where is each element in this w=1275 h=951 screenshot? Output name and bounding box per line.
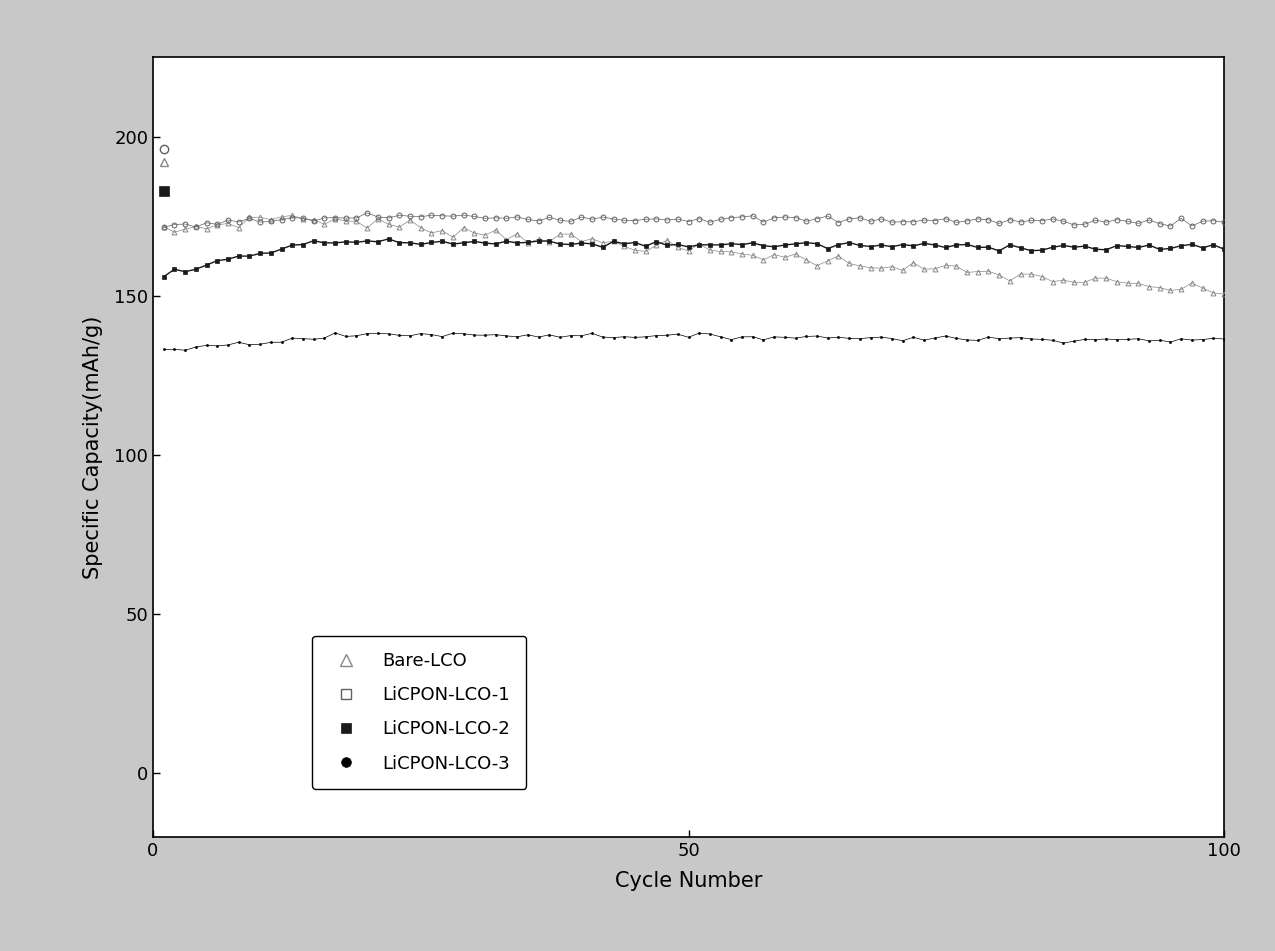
Bare-LCO: [713, 245, 728, 257]
Bare-LCO: [798, 254, 813, 265]
LiCPON-LCO-2: [413, 239, 428, 250]
LiCPON-LCO-2: [1216, 243, 1232, 255]
Bare-LCO: [1141, 281, 1156, 292]
LiCPON-LCO-1: [1141, 214, 1156, 225]
LiCPON-LCO-1: [1173, 213, 1188, 224]
Line: Bare-LCO: Bare-LCO: [161, 213, 1227, 297]
LiCPON-LCO-2: [798, 237, 813, 248]
LiCPON-LCO-1: [360, 207, 375, 219]
LiCPON-LCO-2: [1141, 240, 1156, 251]
Bare-LCO: [1173, 283, 1188, 295]
Bare-LCO: [370, 213, 385, 224]
Bare-LCO: [413, 222, 428, 233]
LiCPON-LCO-3: [1153, 335, 1168, 346]
LiCPON-LCO-1: [413, 211, 428, 223]
LiCPON-LCO-2: [1173, 240, 1188, 251]
LiCPON-LCO-2: [713, 239, 728, 250]
LiCPON-LCO-2: [381, 233, 397, 244]
LiCPON-LCO-1: [1216, 217, 1232, 228]
LiCPON-LCO-1: [798, 216, 813, 227]
Bare-LCO: [156, 221, 171, 232]
Bare-LCO: [284, 210, 300, 222]
Bare-LCO: [1216, 288, 1232, 300]
Line: LiCPON-LCO-3: LiCPON-LCO-3: [162, 331, 1227, 352]
LiCPON-LCO-3: [328, 327, 343, 339]
Legend: Bare-LCO, LiCPON-LCO-1, LiCPON-LCO-2, LiCPON-LCO-3: Bare-LCO, LiCPON-LCO-1, LiCPON-LCO-2, Li…: [312, 635, 527, 789]
LiCPON-LCO-1: [156, 222, 171, 233]
LiCPON-LCO-2: [360, 235, 375, 246]
LiCPON-LCO-3: [1216, 333, 1232, 344]
LiCPON-LCO-2: [156, 271, 171, 282]
X-axis label: Cycle Number: Cycle Number: [615, 871, 762, 891]
LiCPON-LCO-3: [810, 330, 825, 341]
Line: LiCPON-LCO-2: LiCPON-LCO-2: [161, 237, 1227, 280]
Y-axis label: Specific Capacity(mAh/g): Specific Capacity(mAh/g): [83, 316, 103, 578]
LiCPON-LCO-3: [156, 343, 171, 355]
LiCPON-LCO-3: [177, 344, 193, 356]
LiCPON-LCO-3: [381, 328, 397, 340]
Line: LiCPON-LCO-1: LiCPON-LCO-1: [161, 210, 1227, 230]
LiCPON-LCO-3: [724, 334, 740, 345]
LiCPON-LCO-3: [1184, 335, 1200, 346]
LiCPON-LCO-1: [713, 213, 728, 224]
LiCPON-LCO-1: [370, 211, 385, 223]
LiCPON-LCO-3: [423, 329, 439, 340]
